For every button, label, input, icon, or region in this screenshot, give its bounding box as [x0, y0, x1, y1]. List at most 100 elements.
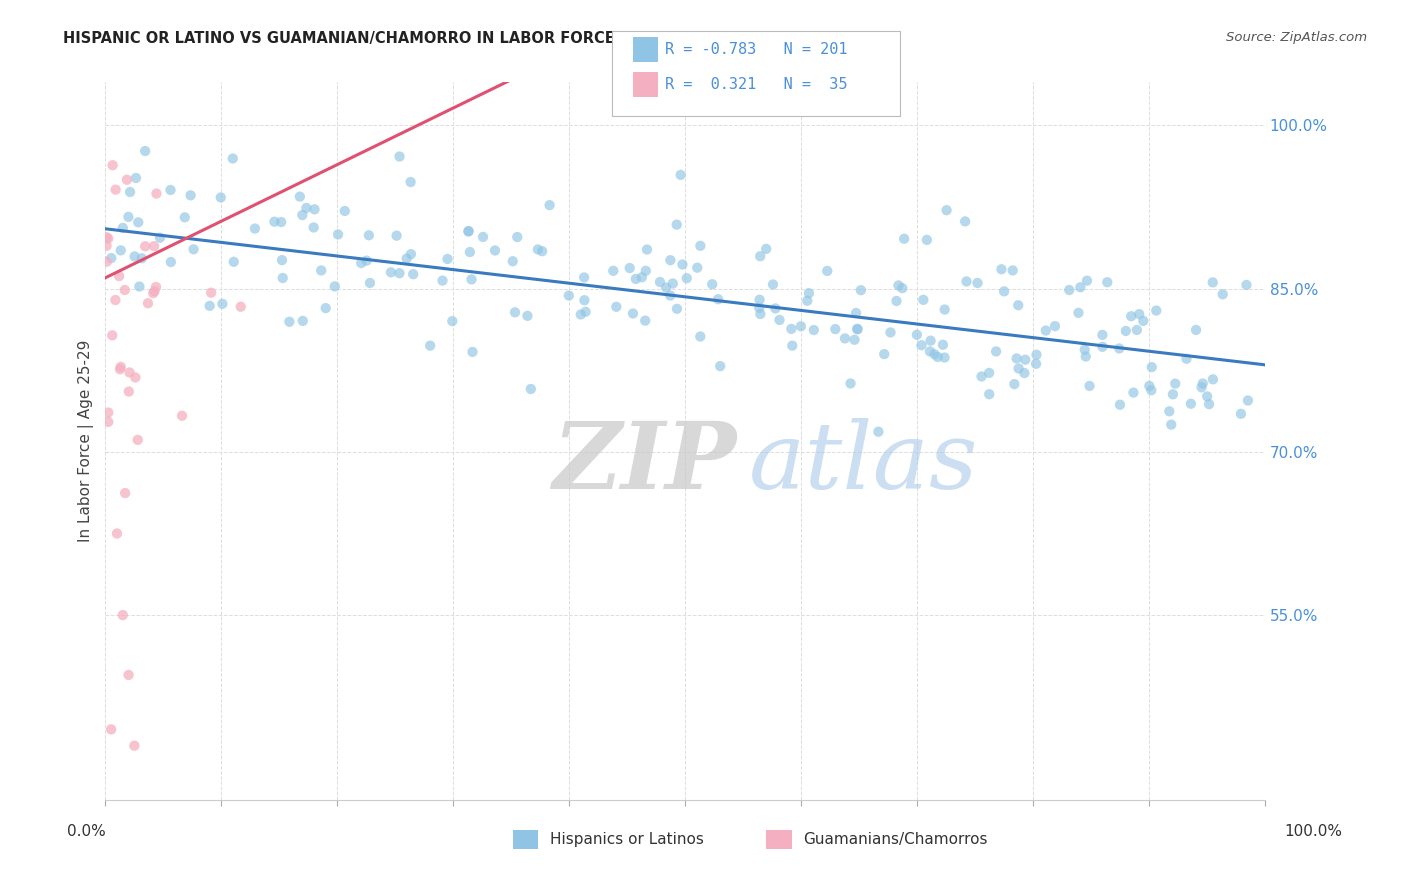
Point — [797, 286, 820, 301]
Point — [350, 256, 373, 270]
Point — [503, 305, 526, 319]
Point — [1043, 319, 1066, 334]
Point — [1007, 298, 1029, 312]
Point — [309, 263, 332, 277]
Point — [291, 208, 314, 222]
Point — [1078, 379, 1101, 393]
Point — [180, 188, 202, 202]
Point — [270, 215, 292, 229]
Point — [605, 300, 627, 314]
Point — [755, 242, 778, 256]
Point — [145, 280, 167, 294]
Point — [531, 244, 554, 259]
Point — [659, 253, 682, 268]
Point — [671, 257, 693, 271]
Point — [572, 270, 595, 285]
Point — [1191, 380, 1213, 394]
Point — [183, 243, 205, 257]
Point — [768, 313, 790, 327]
Text: 0.0%: 0.0% — [67, 824, 107, 838]
Point — [288, 189, 311, 203]
Point — [458, 245, 481, 260]
Point — [1069, 280, 1091, 294]
Point — [124, 739, 146, 753]
Point — [702, 277, 724, 292]
Point — [198, 299, 221, 313]
Point — [675, 271, 697, 285]
Point — [100, 251, 122, 265]
Point — [326, 227, 349, 242]
Point — [1159, 404, 1181, 418]
Point — [1202, 372, 1225, 386]
Point — [1198, 397, 1220, 411]
Point — [333, 203, 356, 218]
Point — [666, 301, 689, 316]
Text: HISPANIC OR LATINO VS GUAMANIAN/CHAMORRO IN LABOR FORCE | AGE 25-29 CORRELATION : HISPANIC OR LATINO VS GUAMANIAN/CHAMORRO… — [63, 31, 897, 47]
Point — [1140, 384, 1163, 398]
Point — [558, 288, 581, 302]
Point — [385, 228, 408, 243]
Point — [1237, 393, 1260, 408]
Point — [304, 202, 326, 217]
Point — [1212, 287, 1234, 301]
Point — [134, 239, 156, 253]
Point — [669, 168, 692, 182]
Text: Hispanics or Latinos: Hispanics or Latinos — [550, 832, 703, 847]
Point — [574, 305, 596, 319]
Point — [110, 244, 132, 258]
Point — [924, 347, 946, 361]
Point — [101, 158, 124, 172]
Point — [780, 322, 803, 336]
Point — [114, 283, 136, 297]
Point — [765, 301, 787, 316]
Point — [1007, 361, 1029, 376]
Point — [441, 314, 464, 328]
Point — [1121, 310, 1143, 324]
Point — [222, 152, 245, 166]
Point — [104, 293, 127, 307]
Point — [143, 239, 166, 253]
Point — [686, 260, 709, 275]
Point — [222, 255, 245, 269]
Point — [388, 149, 411, 163]
Point — [108, 269, 131, 284]
Point — [124, 370, 146, 384]
Text: Guamanians/Chamorros: Guamanians/Chamorros — [803, 832, 987, 847]
Point — [302, 220, 325, 235]
Point — [624, 272, 647, 286]
Point — [636, 243, 658, 257]
Point — [516, 309, 538, 323]
Point — [748, 293, 770, 307]
Point — [749, 249, 772, 263]
Point — [100, 723, 122, 737]
Point — [920, 334, 942, 348]
Point — [1137, 379, 1160, 393]
Point — [402, 267, 425, 281]
Point — [1001, 263, 1024, 277]
Point — [846, 322, 869, 336]
Text: Source: ZipAtlas.com: Source: ZipAtlas.com — [1226, 31, 1367, 45]
Point — [436, 252, 458, 266]
Point — [457, 225, 479, 239]
Point — [104, 183, 127, 197]
Point — [128, 279, 150, 293]
Point — [574, 293, 596, 308]
Point — [1175, 351, 1198, 366]
Point — [993, 285, 1015, 299]
Point — [1074, 350, 1097, 364]
Point — [1035, 324, 1057, 338]
Point — [839, 376, 862, 391]
Point — [846, 322, 869, 336]
Point — [1197, 389, 1219, 403]
Point — [970, 369, 993, 384]
Point — [356, 253, 378, 268]
Point — [569, 308, 592, 322]
Point — [1014, 352, 1036, 367]
Point — [271, 253, 294, 268]
Text: R = -0.783   N = 201: R = -0.783 N = 201 — [665, 43, 848, 57]
Point — [1109, 398, 1132, 412]
Point — [1144, 303, 1167, 318]
Point — [108, 362, 131, 376]
Point — [707, 292, 730, 306]
Point — [662, 277, 685, 291]
